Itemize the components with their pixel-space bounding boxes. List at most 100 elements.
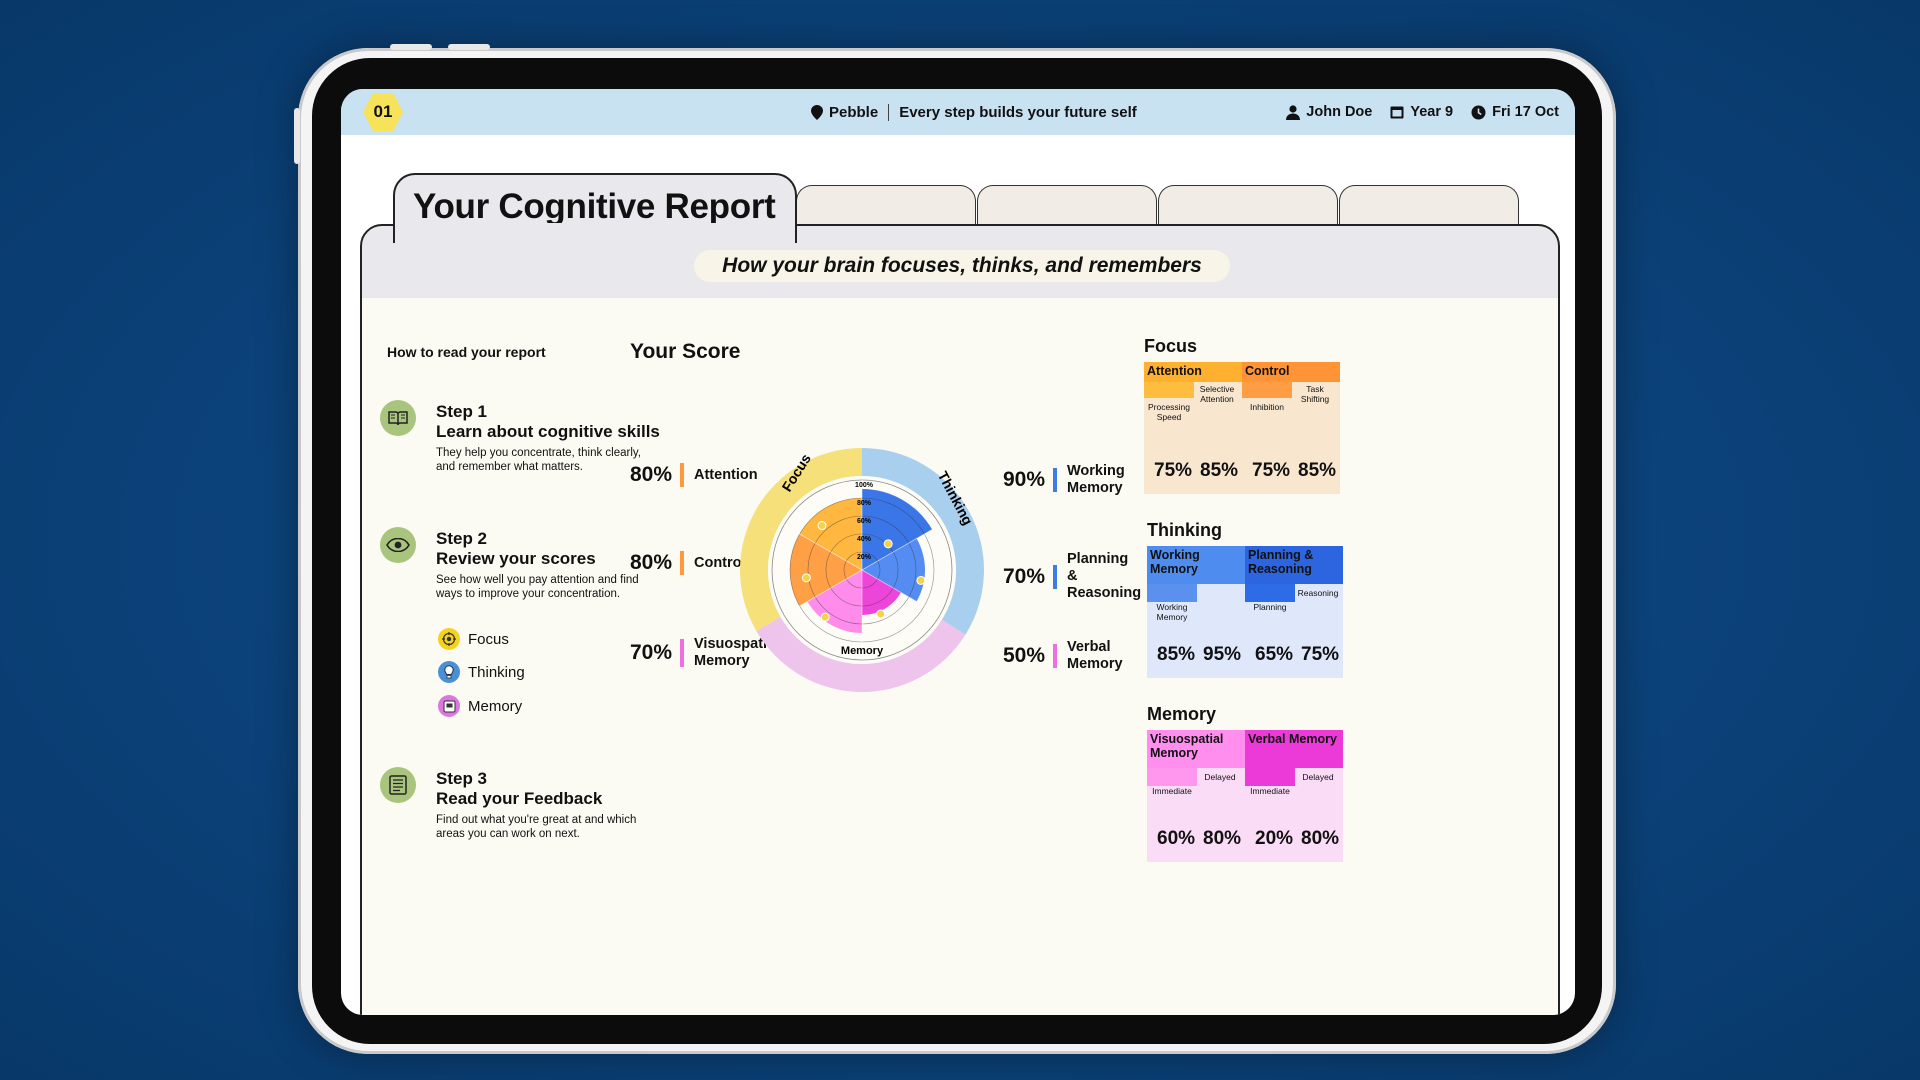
report-subtitle: How your brain focuses, thinks, and reme…: [694, 250, 1230, 282]
bulb-icon: [438, 661, 460, 683]
ring-label: Memory: [841, 645, 884, 657]
card-sub-label: Planning: [1253, 602, 1287, 612]
card-sub-label: Working Memory: [1156, 602, 1188, 622]
card-score: 75%: [1154, 460, 1193, 481]
user-profile[interactable]: John Doe: [1286, 104, 1372, 120]
score-verbal: 50% Verbal Memory: [1003, 639, 1133, 673]
eye-icon: [386, 538, 410, 552]
card-header: [1144, 362, 1242, 382]
app-name: Pebble: [829, 103, 879, 121]
card-sub-label: Selective Attention: [1199, 384, 1235, 404]
chart-marker: [801, 573, 811, 583]
skill-card[interactable]: Verbal Memory Delayed Immediate 20% 80%: [1245, 730, 1343, 862]
card-sub-label: Inhibition: [1249, 402, 1285, 412]
score-bar: [1053, 644, 1057, 668]
score-value: 70%: [630, 641, 673, 664]
skill-card[interactable]: Visuospatial Memory Delayed Immediate 60% 80…: [1147, 730, 1245, 862]
pin-icon: [811, 104, 823, 120]
year-label: Year 9: [1410, 104, 1454, 120]
score-bar: [680, 463, 684, 487]
step-number: Step 3: [436, 769, 488, 788]
card-title: Visuospatial Memory: [1150, 732, 1224, 760]
chart-wedge: [862, 538, 925, 602]
chart-marker: [820, 612, 830, 622]
card-title: Verbal Memory: [1248, 732, 1337, 746]
card-sub-label: Delayed: [1302, 772, 1334, 782]
score-value: 80%: [630, 551, 673, 574]
score-label: Planning & Reasoning: [1067, 551, 1142, 601]
chart-tick-label: 100%: [855, 482, 874, 489]
tab-2[interactable]: [796, 185, 976, 226]
chart-wedge: [799, 498, 862, 570]
card-sub-label: Immediate: [1152, 786, 1192, 796]
card-sub-label: Reasoning: [1297, 588, 1339, 598]
thinking-ring: [862, 448, 984, 635]
skill-card[interactable]: Planning & Reasoning Reasoning Planning 65%…: [1245, 546, 1343, 678]
year-info: Year 9: [1390, 104, 1453, 120]
legend-focus: Focus: [438, 628, 509, 650]
report-header: How your brain focuses, thinks, and reme…: [360, 224, 1560, 302]
step-1: Step 1 Learn about cognitive skills They…: [380, 400, 660, 473]
card-header: [1245, 730, 1343, 768]
card-title: Planning & Reasoning: [1248, 548, 1314, 576]
card-score: 85%: [1298, 460, 1337, 481]
calendar-icon: [1390, 106, 1404, 119]
tablet-top-button: [448, 44, 490, 50]
score-value: 90%: [1003, 468, 1046, 491]
card-score: 95%: [1203, 644, 1242, 665]
score-label: Verbal Memory: [1067, 639, 1123, 672]
card-group-title: Focus: [1144, 336, 1198, 356]
tab-5[interactable]: [1339, 185, 1519, 226]
step-number: Step 2: [436, 529, 488, 548]
target-icon: [438, 628, 460, 650]
card-sub-label: Processing Speed: [1147, 402, 1191, 422]
card-header: [1242, 362, 1340, 382]
focus-ring: [740, 448, 862, 631]
step-2: Step 2 Review your scores See how well y…: [380, 527, 640, 600]
card-header: [1245, 546, 1343, 584]
card-score: 65%: [1255, 644, 1294, 665]
memory-ring: [756, 617, 966, 692]
page-badge: 01: [363, 93, 403, 131]
step-3: Step 3 Read your Feedback Find out what …: [380, 767, 640, 840]
skill-card[interactable]: Attention Selective Attention Processing S…: [1144, 362, 1242, 494]
chart-marker: [817, 521, 827, 531]
chart-spoke: [861, 569, 941, 616]
person-icon: [1286, 104, 1301, 120]
card-score: 75%: [1252, 460, 1291, 481]
date-info: Fri 17 Oct: [1471, 104, 1559, 120]
tab-4[interactable]: [1158, 185, 1338, 226]
step-icon: [380, 400, 416, 436]
legend-label: Memory: [468, 697, 523, 715]
card-header: [1147, 546, 1245, 584]
app-tagline: Every step builds your future self: [899, 103, 1137, 121]
tab-cognitive-report[interactable]: Your Cognitive Report: [393, 173, 797, 243]
top-bar: 01 Pebble Every step builds your future …: [341, 89, 1575, 135]
skill-card[interactable]: Control Task Shifting Inhibition 75% 85%: [1242, 362, 1340, 494]
legend-memory: Memory: [438, 695, 522, 717]
guide-heading: How to read your report: [387, 344, 546, 360]
tab-3[interactable]: [977, 185, 1157, 226]
chart-marker: [916, 575, 926, 585]
card-score: 80%: [1203, 828, 1242, 849]
score-planning: 70% Planning & Reasoning: [1003, 551, 1142, 602]
step-icon: [380, 527, 416, 563]
card-block: [1147, 768, 1197, 786]
chart-tick-label: 60%: [857, 518, 872, 525]
tablet-side-button: [294, 108, 300, 164]
brand-name[interactable]: Pebble: [811, 103, 890, 121]
clock-icon: [1471, 105, 1486, 119]
skill-card[interactable]: Working Memory Working Memory 85% 95%: [1147, 546, 1245, 678]
card-sub-label: Delayed: [1204, 772, 1236, 782]
chart-spoke: [783, 569, 863, 616]
book-icon: [388, 411, 408, 426]
card-block: [1242, 382, 1292, 398]
card-sub-label: Immediate: [1250, 786, 1290, 796]
user-meta: John Doe Year 9 Fri 17 Oct: [1286, 89, 1559, 135]
card-score: 85%: [1200, 460, 1239, 481]
card-score: 60%: [1157, 828, 1196, 849]
card-score: 80%: [1301, 828, 1340, 849]
score-working-memory: 90% Working Memory: [1003, 463, 1133, 497]
step-number: Step 1: [436, 402, 488, 421]
chart-tick-label: 80%: [857, 500, 872, 507]
